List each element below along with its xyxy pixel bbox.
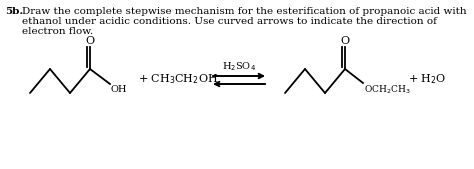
Text: ethanol under acidic conditions. Use curved arrows to indicate the direction of: ethanol under acidic conditions. Use cur… xyxy=(22,17,437,26)
Text: 5b.: 5b. xyxy=(5,7,23,16)
Text: electron flow.: electron flow. xyxy=(22,27,93,36)
Text: H$_2$SO$_4$: H$_2$SO$_4$ xyxy=(222,60,256,73)
Text: + H$_2$O: + H$_2$O xyxy=(408,72,447,86)
Text: + CH$_3$CH$_2$OH: + CH$_3$CH$_2$OH xyxy=(138,72,218,86)
Text: O: O xyxy=(340,36,349,46)
Text: OCH$_2$CH$_3$: OCH$_2$CH$_3$ xyxy=(364,84,411,96)
Text: OH: OH xyxy=(111,85,128,94)
Text: Draw the complete stepwise mechanism for the esterification of propanoic acid wi: Draw the complete stepwise mechanism for… xyxy=(22,7,466,16)
Text: O: O xyxy=(85,36,94,46)
